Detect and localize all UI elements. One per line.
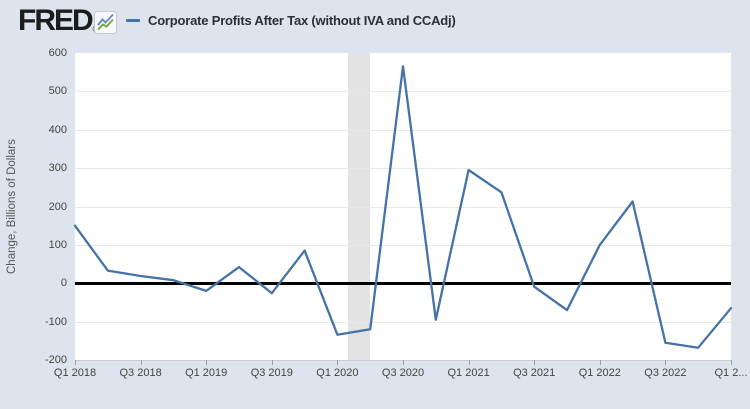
gridline: [75, 168, 731, 170]
x-tick-mark: [206, 360, 208, 365]
chart-header: FRED ® Corporate Profits After Tax (with…: [0, 0, 750, 46]
x-tick-mark: [271, 360, 273, 365]
x-tick-label: Q1 2022: [578, 367, 621, 379]
x-tick-label: Q1 2019: [185, 367, 228, 379]
fred-logo-text: FRED: [18, 4, 94, 37]
y-tick-label: -100: [44, 315, 67, 328]
fred-logo: FRED ®: [18, 4, 99, 37]
x-tick-label: Q3 2021: [513, 367, 556, 379]
x-tick-label: Q1 2020: [316, 367, 359, 379]
x-tick-mark: [599, 360, 601, 365]
x-tick-mark: [403, 360, 404, 365]
x-tick-label: Q3 2018: [119, 367, 162, 379]
gridline: [75, 91, 731, 93]
y-tick-label: 600: [48, 47, 67, 59]
x-tick-mark: [665, 360, 667, 365]
x-tick-label: Q3 2019: [250, 367, 293, 379]
series-legend: Corporate Profits After Tax (without IVA…: [126, 13, 456, 28]
plot-area: [73, 53, 733, 361]
y-tick-label: 0: [60, 277, 67, 290]
x-tick-mark: [731, 360, 732, 365]
y-tick-label: 400: [48, 123, 67, 136]
gridline: [75, 129, 731, 131]
x-tick-label: Q1 2...: [714, 367, 748, 379]
x-tick-mark: [534, 360, 536, 365]
y-tick-label: 100: [48, 238, 67, 251]
x-tick-label: Q3 2022: [644, 367, 687, 379]
fred-sparkline-icon: [94, 11, 117, 34]
legend-series-label: Corporate Profits After Tax (without IVA…: [148, 13, 456, 28]
x-tick-label: Q3 2020: [381, 367, 425, 379]
x-tick-mark: [140, 360, 142, 365]
zero-line: [75, 282, 731, 285]
x-tick-label: Q1 2021: [447, 367, 490, 379]
gridline: [75, 321, 731, 323]
x-tick-mark: [337, 360, 339, 365]
x-tick-label: Q1 2018: [53, 367, 97, 379]
y-tick-label: 200: [48, 200, 67, 213]
y-tick-label: 300: [48, 162, 67, 175]
x-tick-mark: [75, 360, 76, 365]
x-tick-mark: [468, 360, 470, 365]
y-tick-label: 500: [48, 85, 67, 98]
series-line: [73, 65, 733, 349]
gridline: [75, 244, 731, 246]
y-tick-label: -200: [44, 354, 67, 366]
legend-line-swatch: [126, 19, 140, 22]
gridline: [75, 206, 731, 208]
